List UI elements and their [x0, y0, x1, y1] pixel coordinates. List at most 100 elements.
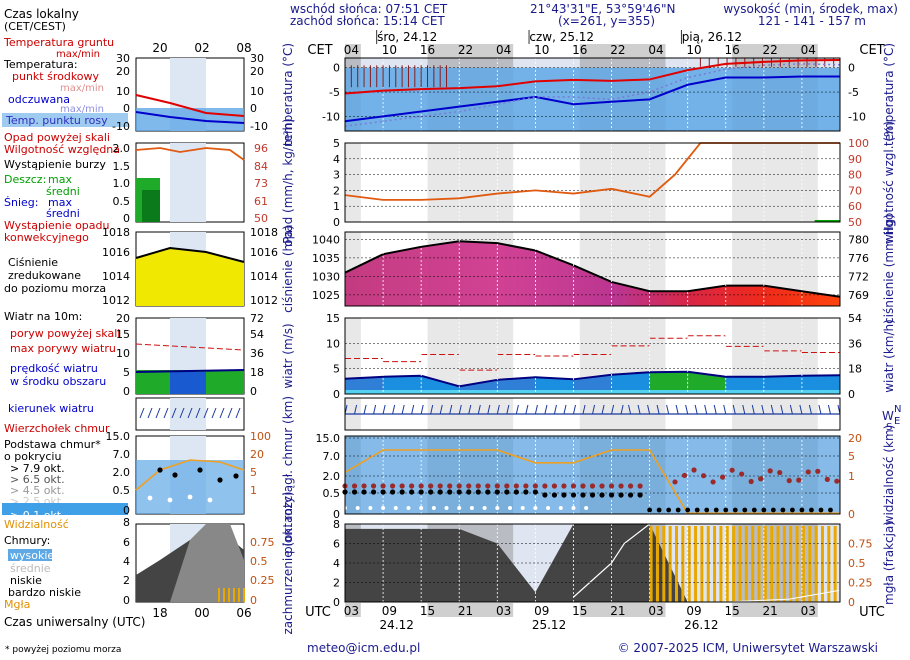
- humidity-tick: 90: [848, 153, 862, 166]
- fog-stripe: [827, 526, 831, 602]
- wind-dir-barb: [808, 404, 812, 415]
- pressure-tick: 1025: [312, 289, 340, 302]
- wind-calm-band: [725, 390, 764, 394]
- legend-dir-barb: [139, 407, 145, 419]
- legend-dir-barb: [235, 407, 241, 419]
- contact-email[interactable]: meteo@icm.edu.pl: [307, 641, 420, 655]
- legend-humidity-tick: 84: [254, 160, 268, 173]
- legend-gust-line: [135, 343, 245, 351]
- legend-pressure-area: [136, 248, 244, 306]
- fog-tick: 0.5: [848, 557, 866, 570]
- cloud-base-dot: [637, 492, 643, 498]
- wind-dir-barb: [620, 404, 624, 415]
- wind-speed-area: [801, 375, 840, 394]
- wind-dir-barb: [751, 404, 755, 415]
- sunset-text: zachód słońca: 15:14 CET: [290, 14, 445, 28]
- cloud-visibility-dot: [494, 483, 500, 489]
- legend-felt: odczuwana: [8, 93, 70, 106]
- fog-stripe: [687, 526, 691, 602]
- cet-hour-tick: 04: [648, 43, 663, 57]
- cloud-low-dot: [546, 506, 551, 510]
- wind-speed-area: [649, 371, 688, 394]
- cloud-visibility-dot: [561, 483, 567, 489]
- precip-tick: 1: [333, 200, 340, 213]
- fog-stripe: [801, 526, 805, 602]
- legend-pressure-line: [135, 246, 245, 263]
- legend-temp-tick-left: 20: [116, 65, 130, 78]
- cloud-low-dot: [431, 506, 436, 510]
- octant-tick: 2: [333, 577, 340, 590]
- legend-maxmin-faded: max/min: [60, 83, 104, 94]
- legend-pressure-tick-right: 1016: [250, 246, 278, 259]
- wind-dir-barb: [496, 404, 500, 415]
- precip-tick: 5: [333, 137, 340, 150]
- legend-cloud-top: [135, 459, 245, 491]
- cloud-base-dot: [456, 489, 462, 495]
- cloud-visibility-dot: [824, 476, 830, 482]
- legend-temp-ground-maxmin: max/min: [56, 49, 100, 60]
- legend-humidity: Wilgotność względna: [4, 143, 120, 156]
- cloud-base-dot: [608, 492, 615, 498]
- cloud-base-dot: [437, 489, 443, 495]
- elevation-values: 121 - 141 - 157 m: [758, 14, 866, 28]
- cloud-visibility-dot: [399, 483, 405, 489]
- legend-pressure-tick-right: 1014: [250, 270, 278, 283]
- legend-cloud-dot: [172, 472, 178, 478]
- sunrise-text: wschód słońca: 07:51 CET: [290, 2, 448, 16]
- humidity-tick: 50: [848, 216, 862, 229]
- pressure-mmhg-tick: 776: [848, 252, 869, 265]
- octant-tick: 6: [333, 538, 340, 551]
- fog-stripe: [808, 526, 812, 602]
- legend-okt-bg: [2, 503, 128, 515]
- legend-gust-above: poryw powyżej skali: [10, 327, 120, 340]
- precip-tick: 3: [333, 169, 340, 182]
- legend-okt: > 0.1 okt.: [10, 509, 65, 522]
- wind-dir-barb: [534, 404, 538, 415]
- legend-fog: Mgła: [4, 598, 30, 611]
- wind-calm-band: [345, 390, 384, 394]
- wind-dir-barb: [732, 404, 736, 415]
- legend-humidity-line: [135, 147, 245, 161]
- wind-dir-barb: [401, 404, 405, 415]
- cloud-base-dot: [523, 489, 529, 495]
- cloud-visibility-dot: [748, 478, 754, 485]
- legend-wind-tick: 0: [123, 385, 130, 398]
- cloud-visibility-dot: [710, 479, 716, 485]
- legend-pressure-tick: 1014: [102, 270, 130, 283]
- cloud-base-dot: [723, 507, 729, 513]
- cloud-low-dot: [508, 506, 512, 510]
- cet-label: CET: [307, 43, 332, 58]
- legend-fog-tick: 0: [250, 594, 257, 607]
- cloud-base-dot: [685, 507, 691, 513]
- elevation-title: wysokość (min, środek, max): [723, 2, 898, 16]
- cloud-base-dot: [447, 489, 453, 495]
- legend-cloud-tick: 0.5: [113, 484, 131, 497]
- cloud-visibility-dot: [815, 468, 821, 474]
- fog-stripe: [763, 526, 767, 602]
- utc-day-label: 25.12: [532, 618, 566, 632]
- cloud-visibility-dot: [370, 483, 377, 489]
- cloud-low-dot: [368, 506, 373, 510]
- utc-hour-tick: 21: [610, 604, 625, 618]
- legend-cloud-dot: [217, 477, 223, 483]
- cloud-visibility-dot: [739, 471, 745, 477]
- wind-kmh-tick: 36: [848, 337, 862, 350]
- legend-humidity-tick: 96: [254, 142, 268, 155]
- cloud-visibility-dot: [409, 483, 415, 489]
- cloud-base-dot: [418, 489, 424, 495]
- cloud-visibility-dot: [475, 483, 481, 489]
- legend-temp-tick-right: 30: [250, 52, 264, 65]
- legend-dir-barb: [155, 407, 161, 419]
- wind-dir-barb: [553, 404, 557, 415]
- wind-dir-barb: [789, 404, 793, 415]
- cet-hour-tick: 16: [724, 43, 739, 57]
- cloud-base-dot: [561, 492, 567, 498]
- legend-okt: > 4.5 okt.: [10, 484, 65, 497]
- legend-rain: Deszcz:: [4, 173, 46, 186]
- legend-utc-hour: 18: [152, 606, 167, 620]
- legend-temp-line: [135, 94, 245, 117]
- legend-temp-tick-right: 20: [250, 65, 264, 78]
- legend-dir-barb: [227, 407, 233, 419]
- wind-dir-barb: [647, 404, 651, 415]
- legend-wind-kmh-tick: 54: [250, 328, 264, 341]
